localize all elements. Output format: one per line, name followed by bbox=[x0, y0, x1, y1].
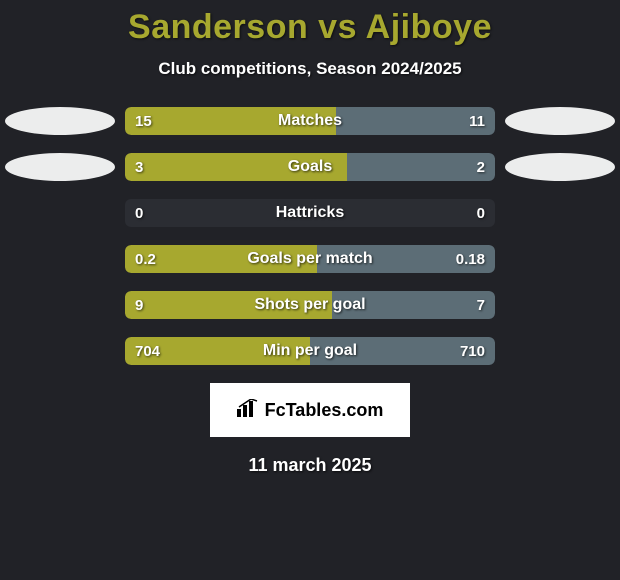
stat-label: Min per goal bbox=[125, 337, 495, 365]
player-oval-left bbox=[5, 107, 115, 135]
player-oval-right bbox=[505, 153, 615, 181]
page-title: Sanderson vs Ajiboye bbox=[0, 8, 620, 47]
stat-label: Goals bbox=[125, 153, 495, 181]
date-label: 11 march 2025 bbox=[0, 455, 620, 476]
stat-row: 1511Matches bbox=[125, 107, 495, 135]
stat-label: Goals per match bbox=[125, 245, 495, 273]
chart-icon bbox=[237, 399, 259, 422]
subtitle: Club competitions, Season 2024/2025 bbox=[0, 59, 620, 79]
stat-row: 97Shots per goal bbox=[125, 291, 495, 319]
branding-badge: FcTables.com bbox=[210, 383, 410, 437]
stat-row: 00Hattricks bbox=[125, 199, 495, 227]
comparison-card: Sanderson vs Ajiboye Club competitions, … bbox=[0, 0, 620, 476]
player-oval-left bbox=[5, 153, 115, 181]
stat-label: Shots per goal bbox=[125, 291, 495, 319]
stats-area: 1511Matches 32Goals 00Hattricks 0.20.18Goal… bbox=[0, 107, 620, 365]
stat-label: Hattricks bbox=[125, 199, 495, 227]
player-oval-right bbox=[505, 107, 615, 135]
stat-row: 32Goals bbox=[125, 153, 495, 181]
stat-row: 0.20.18Goals per match bbox=[125, 245, 495, 273]
stat-row: 704710Min per goal bbox=[125, 337, 495, 365]
branding-text: FcTables.com bbox=[265, 400, 384, 421]
stat-label: Matches bbox=[125, 107, 495, 135]
